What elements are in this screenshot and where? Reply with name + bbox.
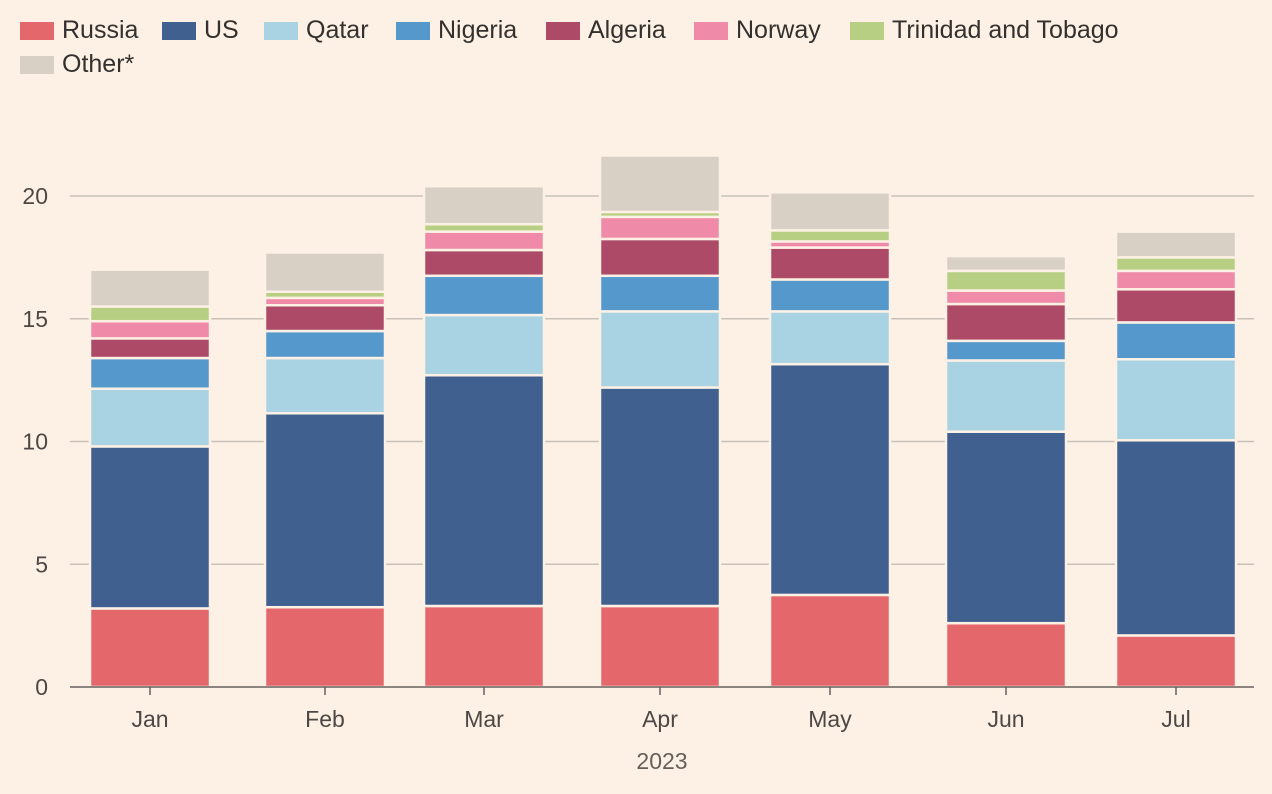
- bar-jul-russia: [1114, 634, 1238, 689]
- bar-jul-algeria: [1114, 288, 1238, 324]
- bar-mar-algeria: [422, 248, 546, 278]
- bar-jun-nigeria: [944, 339, 1068, 362]
- bar-jul-other: [1114, 230, 1238, 259]
- legend-swatch-russia: [20, 21, 54, 40]
- bar-apr-algeria: [598, 237, 722, 278]
- bar-apr-qatar: [598, 310, 722, 389]
- bar-may-nigeria: [768, 278, 892, 313]
- legend-swatch-trinidad-and-tobago: [850, 21, 884, 40]
- x-tick-label-jul: Jul: [1161, 706, 1190, 732]
- legend-item-other: Other*: [20, 50, 134, 79]
- bar-jul-nigeria: [1114, 321, 1238, 361]
- bar-may-russia: [768, 593, 892, 689]
- legend-label-qatar: Qatar: [306, 16, 369, 44]
- y-tick-label-0: 0: [35, 674, 48, 700]
- bar-jun-us: [944, 430, 1068, 625]
- legend-swatch-other: [20, 55, 54, 74]
- bar-feb-algeria: [263, 303, 387, 333]
- legend-swatch-algeria: [546, 21, 580, 40]
- bar-feb-russia: [263, 605, 387, 689]
- bar-may-other: [768, 191, 892, 232]
- legend-item-qatar: Qatar: [264, 16, 369, 45]
- x-tick-label-jun: Jun: [987, 706, 1024, 732]
- legend-item-trinidad-and-tobago: Trinidad and Tobago: [850, 16, 1119, 45]
- x-axis-title: 2023: [636, 748, 687, 774]
- bar-jun-other: [944, 254, 1068, 273]
- legend-item-russia: Russia: [20, 16, 138, 45]
- legend-label-other: Other*: [62, 50, 135, 78]
- bar-feb-us: [263, 412, 387, 609]
- bar-may-trinidad-and-tobago: [768, 229, 892, 243]
- bar-jan-nigeria: [88, 356, 212, 390]
- bar-jan-trinidad-and-tobago: [88, 305, 212, 323]
- bar-jun-russia: [944, 621, 1068, 689]
- legend-label-nigeria: Nigeria: [438, 16, 518, 44]
- y-tick-label-20: 20: [22, 183, 48, 209]
- bar-apr-us: [598, 386, 722, 608]
- bar-may-qatar: [768, 310, 892, 366]
- legend-item-norway: Norway: [694, 16, 821, 45]
- bar-mar-qatar: [422, 313, 546, 377]
- bar-mar-us: [422, 373, 546, 608]
- bar-jan-other: [88, 268, 212, 308]
- bar-mar-other: [422, 184, 546, 226]
- legend-label-norway: Norway: [736, 16, 821, 44]
- x-tick-label-jan: Jan: [131, 706, 168, 732]
- bar-jun-trinidad-and-tobago: [944, 269, 1068, 292]
- bar-may-algeria: [768, 246, 892, 281]
- legend-label-us: US: [204, 16, 239, 44]
- axes: Jan Feb Mar Apr May Jun Jul: [70, 686, 1254, 732]
- bar-jun-qatar: [944, 359, 1068, 433]
- x-tick-label-mar: Mar: [464, 706, 504, 732]
- bar-jan-us: [88, 445, 212, 610]
- y-tick-label-10: 10: [22, 429, 48, 455]
- bar-jan-norway: [88, 319, 212, 340]
- x-tick-label-apr: Apr: [642, 706, 678, 732]
- bar-apr-norway: [598, 215, 722, 241]
- bar-jul-trinidad-and-tobago: [1114, 256, 1238, 273]
- bar-jul-norway: [1114, 269, 1238, 291]
- bar-jan-qatar: [88, 387, 212, 448]
- legend-item-algeria: Algeria: [546, 16, 666, 45]
- y-tick-label-15: 15: [22, 306, 48, 332]
- legend-swatch-qatar: [264, 21, 298, 40]
- bar-jun-algeria: [944, 302, 1068, 343]
- bar-feb-nigeria: [263, 329, 387, 360]
- legend-swatch-norway: [694, 21, 728, 40]
- bars: [88, 154, 1238, 689]
- bar-feb-other: [263, 251, 387, 293]
- legend-swatch-nigeria: [396, 21, 430, 40]
- x-tick-label-feb: Feb: [305, 706, 345, 732]
- legend-swatch-us: [162, 21, 196, 40]
- legend-item-us: US: [162, 16, 239, 45]
- bar-jan-russia: [88, 607, 212, 689]
- x-tick-label-may: May: [808, 706, 852, 732]
- legend-item-nigeria: Nigeria: [396, 16, 517, 45]
- legend-label-trinidad-and-tobago: Trinidad and Tobago: [892, 16, 1119, 44]
- bar-mar-norway: [422, 230, 546, 252]
- legend-label-russia: Russia: [62, 16, 139, 44]
- bar-mar-nigeria: [422, 274, 546, 317]
- bar-jul-qatar: [1114, 358, 1238, 442]
- bar-may-us: [768, 362, 892, 597]
- bar-feb-qatar: [263, 356, 387, 415]
- bar-jun-norway: [944, 289, 1068, 306]
- bar-mar-russia: [422, 604, 546, 689]
- bar-apr-nigeria: [598, 274, 722, 313]
- y-tick-label-5: 5: [35, 551, 48, 577]
- bar-jan-algeria: [88, 337, 212, 360]
- bar-apr-other: [598, 154, 722, 214]
- bar-jul-us: [1114, 439, 1238, 637]
- legend-label-algeria: Algeria: [588, 16, 666, 44]
- bar-apr-russia: [598, 604, 722, 689]
